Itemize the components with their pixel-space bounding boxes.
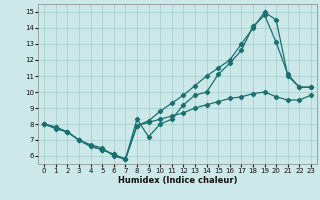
X-axis label: Humidex (Indice chaleur): Humidex (Indice chaleur): [118, 176, 237, 185]
